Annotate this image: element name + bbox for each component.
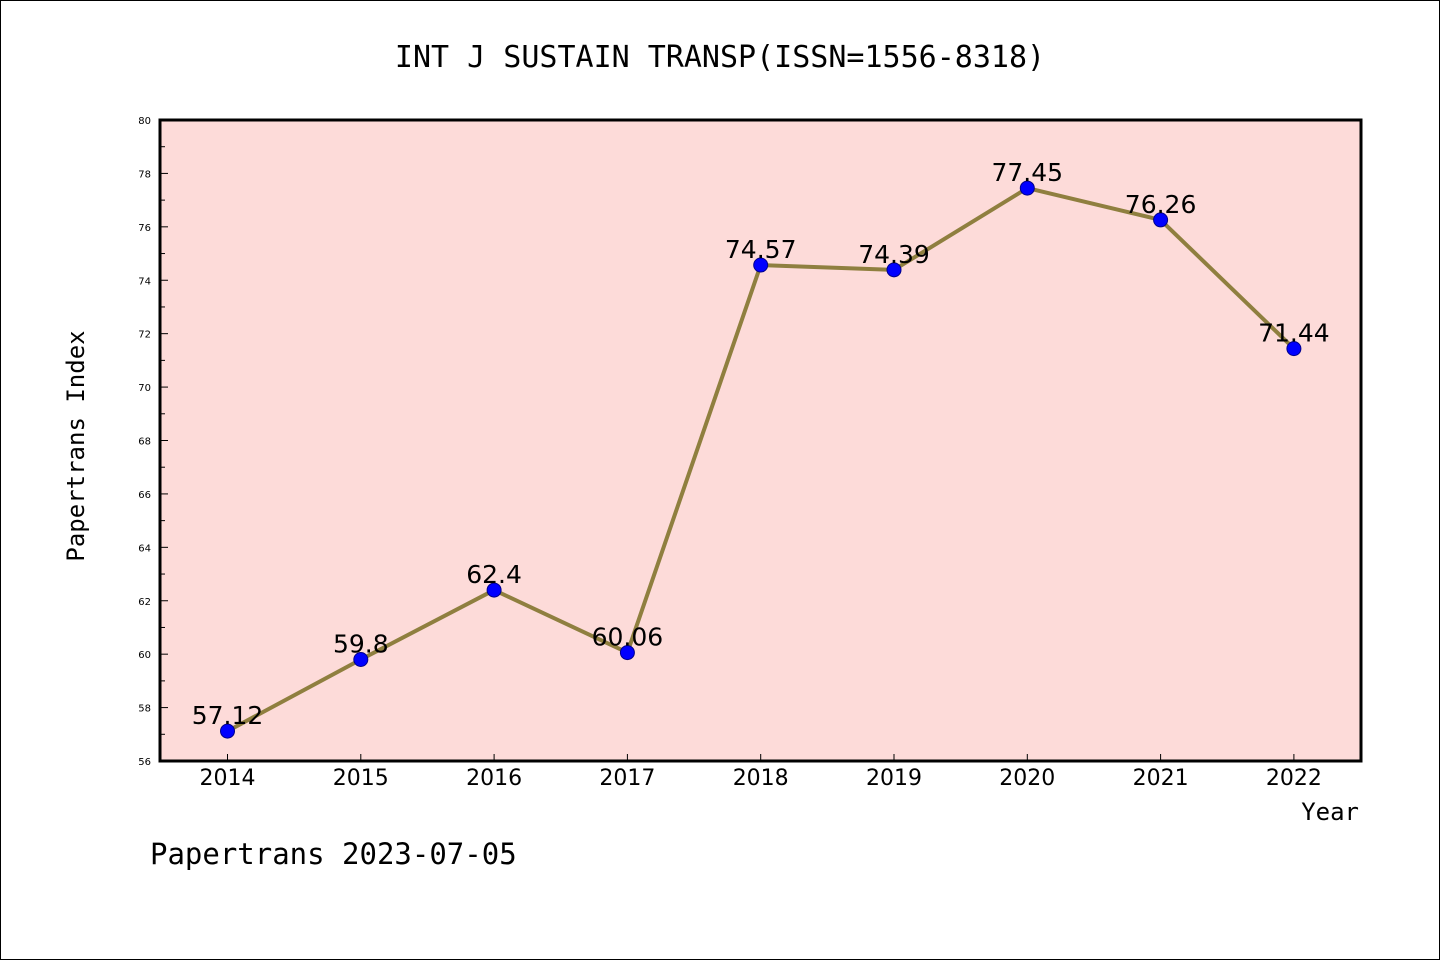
x-axis-label: Year: [1301, 798, 1359, 826]
x-tick-label: 2020: [999, 766, 1055, 791]
data-label: 62.4: [466, 560, 522, 589]
data-label: 71.44: [1258, 319, 1330, 348]
y-tick-label: 70: [138, 383, 151, 394]
y-tick-label: 68: [138, 437, 151, 448]
x-tick-label: 2017: [599, 766, 655, 791]
data-label: 74.57: [725, 235, 797, 264]
data-label: 60.06: [592, 623, 664, 652]
x-tick-label: 2022: [1266, 766, 1322, 791]
data-point: [353, 652, 369, 668]
data-point: [753, 257, 769, 273]
y-tick-label: 66: [138, 490, 151, 501]
data-point: [486, 582, 502, 598]
data-label: 74.39: [858, 240, 930, 269]
x-tick-label: 2015: [333, 766, 389, 791]
data-point: [619, 645, 635, 661]
data-series: 57.12 59.8 62.4 60.06 74.57 74.39 77.45 76.26 71…: [192, 158, 1330, 739]
data-point: [1153, 212, 1169, 228]
data-point: [1019, 180, 1035, 196]
data-label: 59.8: [333, 630, 389, 659]
data-label: 76.26: [1125, 190, 1197, 219]
data-label: 57.12: [192, 701, 264, 730]
data-point: [1286, 341, 1302, 357]
y-tick-label: 74: [138, 276, 151, 287]
data-point: [220, 723, 235, 739]
x-axis: 2014 2015 2016 2017 2018 2019 2020 2021 2022: [200, 754, 1322, 791]
y-axis-label: Papertrans Index: [62, 330, 90, 561]
plot-border: [158, 118, 1363, 763]
data-label: 77.45: [992, 158, 1064, 187]
x-tick-label: 2021: [1133, 766, 1189, 791]
x-tick-label: 2018: [733, 766, 789, 791]
x-tick-label: 2014: [200, 766, 256, 791]
y-tick-label: 58: [138, 704, 151, 715]
chart-title: INT J SUSTAIN TRANSP(ISSN=1556-8318): [395, 40, 1045, 75]
data-point: [886, 262, 902, 278]
y-tick-label: 72: [138, 330, 151, 341]
x-tick-label: 2016: [466, 766, 522, 791]
y-tick-label: 76: [138, 223, 151, 234]
y-tick-label: 60: [138, 650, 151, 661]
y-tick-label: 78: [138, 169, 151, 180]
footer-text: Papertrans 2023-07-05: [150, 837, 517, 871]
x-tick-label: 2019: [866, 766, 922, 791]
y-tick-label: 80: [138, 116, 151, 127]
y-tick-label: 64: [138, 543, 151, 554]
y-tick-label: 62: [138, 597, 151, 608]
y-tick-label: 56: [138, 757, 151, 768]
